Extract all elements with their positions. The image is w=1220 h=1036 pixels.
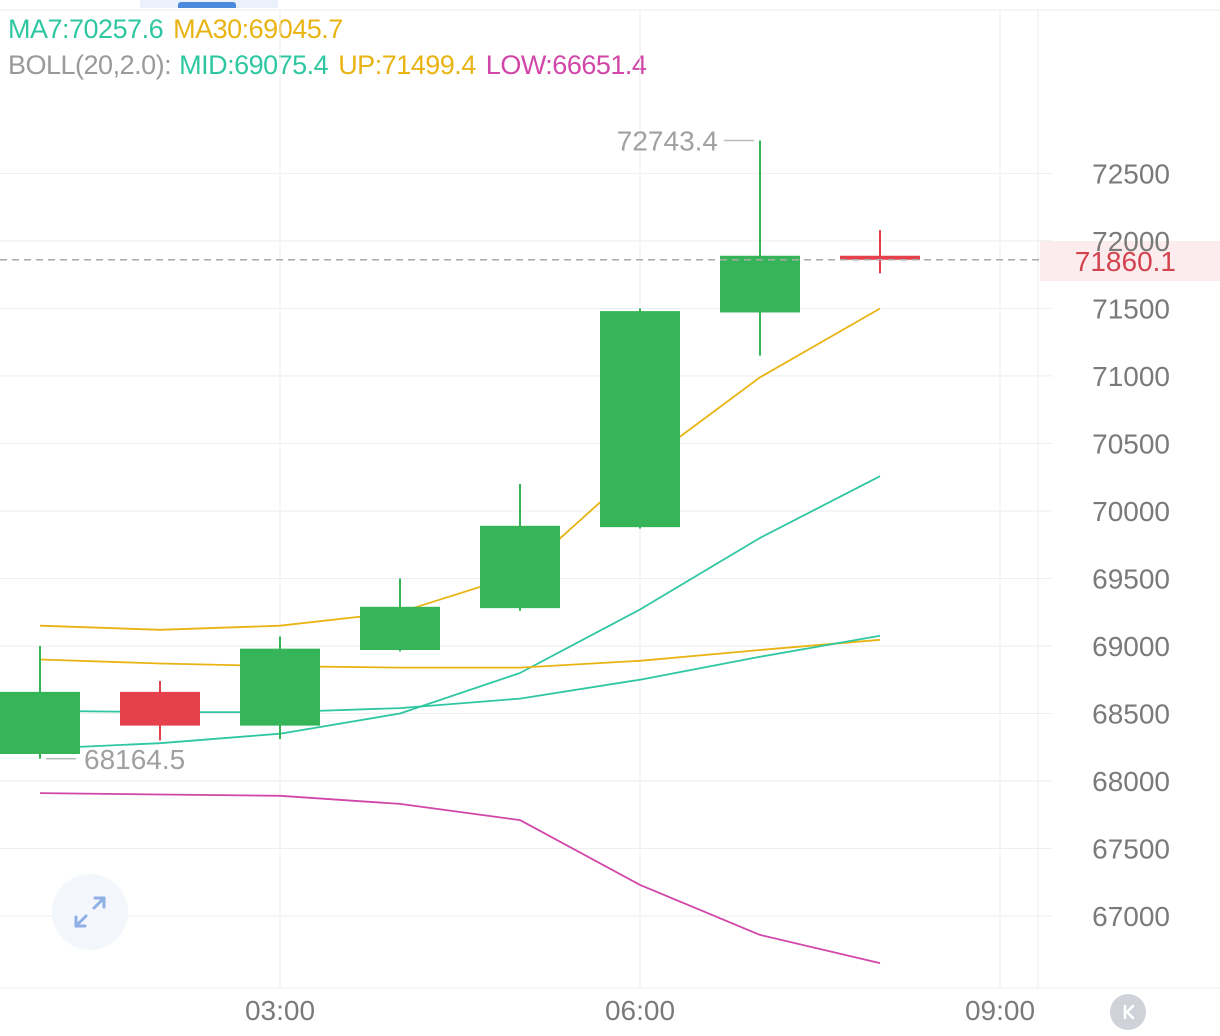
- candle-body-3: [360, 606, 440, 651]
- candle-body-5: [600, 311, 680, 528]
- y-tick-label: 67500: [1092, 833, 1170, 864]
- y-tick-label: 70000: [1092, 496, 1170, 527]
- candle-body-6: [720, 255, 800, 313]
- expand-button[interactable]: [52, 874, 128, 950]
- series-line-up: [39, 307, 881, 631]
- boll-mid-legend-label: MID:69075.4: [179, 50, 329, 80]
- series-line-low: [39, 792, 881, 964]
- y-tick-label: 72000: [1092, 226, 1170, 257]
- current-price-tag-bg: [1040, 241, 1220, 281]
- y-tick-label: 72500: [1092, 158, 1170, 189]
- y-tick-label: 71000: [1092, 361, 1170, 392]
- expand-arrows-icon: [74, 896, 106, 928]
- boll-low-legend-label: LOW:66651.4: [485, 50, 647, 80]
- chevrons-left-icon: [1123, 1004, 1135, 1020]
- y-tick-label: 69500: [1092, 563, 1170, 594]
- y-tick-label: 69000: [1092, 631, 1170, 662]
- x-tick-label: 03:00: [245, 995, 315, 1026]
- y-tick-label: 68500: [1092, 698, 1170, 729]
- candle-body-4: [480, 525, 560, 609]
- current-price-label: 71860.1: [1075, 246, 1176, 277]
- x-tick-label: 06:00: [605, 995, 675, 1026]
- ma30-legend-label: MA30:69045.7: [173, 14, 343, 44]
- ma7-legend-label: MA7:70257.6: [8, 14, 164, 44]
- tab-indicator[interactable]: [178, 2, 236, 8]
- x-tick-label: 09:00: [965, 995, 1035, 1026]
- boll-up-legend-label: UP:71499.4: [338, 50, 476, 80]
- series-line-ma7: [39, 475, 881, 750]
- candle-body-1: [120, 691, 200, 726]
- candle-body-7: [840, 255, 920, 260]
- candle-body-2: [240, 648, 320, 726]
- y-tick-label: 68000: [1092, 766, 1170, 797]
- y-tick-label: 71500: [1092, 293, 1170, 324]
- series-line-ma30: [39, 638, 881, 669]
- y-tick-label: 70500: [1092, 428, 1170, 459]
- high-annotation-label: 72743.4: [617, 126, 718, 157]
- boll-legend: BOLL(20,2.0): MID:69075.4 UP:71499.4 LOW:66…: [8, 50, 656, 81]
- scroll-to-latest-button[interactable]: [1110, 994, 1146, 1030]
- candle-body-0: [0, 691, 80, 754]
- ma-legend: MA7:70257.6 MA30:69045.7: [8, 14, 353, 45]
- low-annotation-label: 68164.5: [84, 744, 185, 775]
- boll-legend-label: BOLL(20,2.0):: [8, 50, 172, 80]
- y-tick-label: 67000: [1092, 901, 1170, 932]
